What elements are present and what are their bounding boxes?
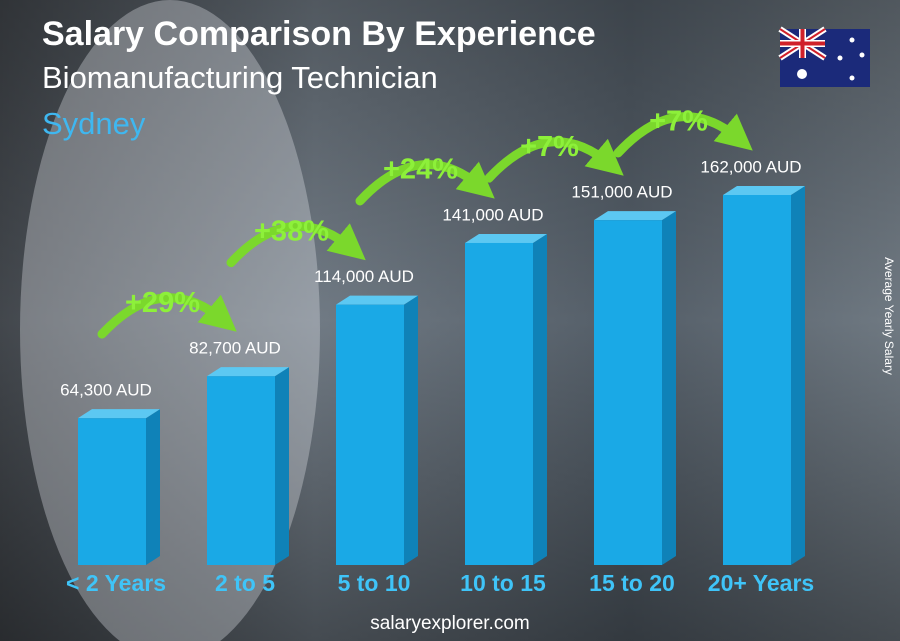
bar-top: [594, 211, 676, 221]
bar-side: [662, 211, 676, 565]
bar-top: [465, 233, 547, 243]
x-tick-label: < 2 Years: [66, 570, 166, 596]
increase-arrow: [97, 293, 237, 339]
bar-side: [404, 295, 418, 565]
value-label: 162,000 AUD: [700, 157, 801, 176]
flag-star: [849, 75, 855, 81]
location: Sydney: [42, 106, 146, 141]
bar-side: [533, 233, 547, 566]
x-tick-label: 15 to 20: [589, 570, 675, 596]
bar-side: [791, 186, 805, 565]
increase-arrow: [613, 112, 753, 158]
footer: salaryexplorer.com: [370, 613, 529, 634]
bar-side: [275, 367, 289, 565]
flag-star: [837, 55, 843, 61]
flag-star: [849, 37, 855, 43]
chart-subtitle: Biomanufacturing Technician: [42, 60, 438, 95]
y-axis-label: Average Yearly Salary: [882, 257, 896, 375]
value-label: 82,700 AUD: [189, 339, 281, 358]
bar: [336, 304, 404, 565]
flag: [778, 26, 870, 87]
bar: [78, 418, 146, 565]
increase-label: +7%: [520, 131, 579, 163]
increase-arrow: [226, 221, 366, 268]
bar-top: [336, 295, 418, 305]
increase-label: +29%: [125, 287, 200, 319]
flag-star: [797, 69, 807, 79]
increase-label: +7%: [649, 106, 708, 138]
value-label: 114,000 AUD: [314, 267, 414, 286]
x-tick-label: 10 to 15: [460, 570, 546, 596]
value-label: 141,000 AUD: [442, 205, 543, 224]
increase-label: +24%: [383, 154, 458, 186]
x-tick-label: 5 to 10: [338, 570, 411, 596]
bar-top: [207, 367, 289, 377]
x-tick-label: 20+ Years: [708, 570, 814, 596]
bar: [207, 376, 275, 565]
bar-top: [723, 186, 805, 195]
bar: [465, 242, 533, 566]
bar: [594, 220, 662, 565]
bar-top: [78, 409, 160, 419]
increase-arrow: [355, 160, 495, 206]
flag-cross-red: [780, 41, 825, 46]
bar: [723, 195, 791, 565]
increase-arrow: [484, 137, 624, 183]
chart-title: Salary Comparison By Experience: [42, 15, 596, 53]
flag-star: [859, 52, 865, 58]
value-label: 151,000 AUD: [571, 183, 672, 202]
x-tick-label: 2 to 5: [215, 570, 275, 596]
increase-label: +38%: [254, 215, 329, 247]
bar-side: [146, 409, 160, 565]
value-label: 64,300 AUD: [60, 381, 152, 400]
